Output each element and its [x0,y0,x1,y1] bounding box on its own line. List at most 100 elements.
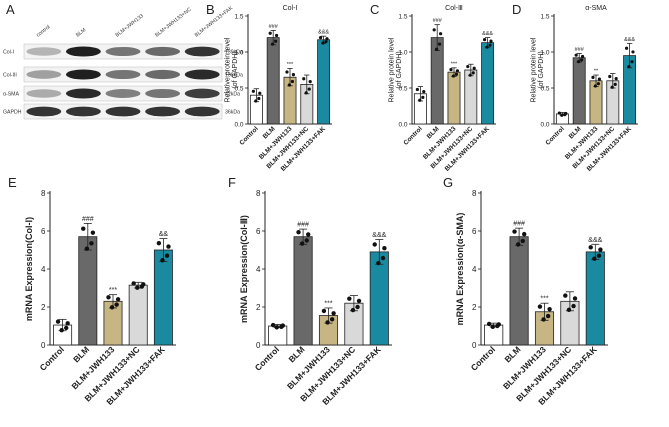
data-point [280,323,286,328]
y-axis-label: mRNA Expression(Col-Ⅲ) [239,215,249,323]
significance-label: ### [433,18,443,24]
significance-label: &&& [588,237,602,244]
y-axis-label: Relative protein level(of GAPDH) [224,37,239,102]
data-point [285,70,289,74]
y-tick-label: 2 [256,303,261,312]
y-tick-label: 0.5 [398,85,407,92]
category-label: Control [239,125,260,146]
data-point [422,90,426,94]
category-label: BLM [568,125,583,140]
bar [128,284,148,346]
data-point [90,230,96,235]
significance-label: *** [287,62,294,68]
data-point [106,295,111,300]
panel-letter-e: E [8,175,17,190]
data-point [347,296,352,301]
data-point [591,75,595,79]
data-point [325,320,330,325]
category-label: BLM [286,344,306,364]
data-point [572,296,578,301]
data-point [302,77,306,81]
chart-title: α-SMA [585,5,607,12]
data-point [372,242,377,247]
y-axis-label-line: Relative protein level [530,37,537,102]
data-point [81,226,86,231]
bar [585,251,605,346]
blot-protein-label: Col-I [3,50,14,56]
panel-letter-d: D [512,2,521,17]
data-point [471,71,475,75]
blot-band [65,88,101,99]
y-tick-label: 0.0 [398,121,407,128]
bar [78,236,98,346]
y-tick-label: 1.0 [540,49,549,56]
blot-protein-label: α-SMA [3,92,20,98]
bar [464,69,478,125]
data-point [382,245,387,251]
data-point [466,64,470,69]
blot-size-label: 139kDa [225,50,243,56]
y-tick-label: 8 [472,189,477,198]
y-tick-label: 0 [41,341,46,350]
data-point [580,54,585,59]
significance-label: &&& [372,232,386,239]
blot-band [184,88,220,99]
bar [369,251,389,346]
blot-band [145,88,181,99]
y-tick-label: 2 [472,303,477,312]
data-point [324,39,328,44]
blot-size-label: 36kDa [225,110,240,116]
data-point [490,324,495,329]
blot-band [26,106,62,117]
data-point [574,53,578,57]
panel-letter-g: G [443,175,453,190]
significance-label: *** [324,300,332,307]
blot-size-label: 42kDa [225,92,240,98]
data-point [613,82,617,86]
data-point [515,242,521,247]
bar [266,37,280,125]
data-point [270,322,276,328]
data-point [482,38,487,42]
significance-label: ### [269,24,279,30]
data-point [592,256,597,261]
blot-band [105,46,141,57]
data-point [274,39,278,43]
data-point [580,58,584,62]
data-point [564,111,568,116]
data-point [114,302,119,307]
data-point [520,238,525,244]
y-axis-label-line: (of GAPDH) [396,51,403,88]
y-tick-label: 0.5 [540,85,549,92]
data-point [438,32,443,36]
data-point [512,229,517,234]
data-point [576,60,581,64]
data-point [325,37,329,41]
data-point [560,113,564,117]
blot-band [184,106,220,117]
y-tick-label: 1.5 [398,13,407,20]
data-point [541,317,546,322]
significance-label: *** [540,296,548,303]
y-tick-label: 0 [472,341,477,350]
data-point [166,244,171,249]
y-tick-label: 6 [472,227,477,236]
blot-band [105,106,141,117]
data-point [115,297,121,302]
chart-title: Col-Ⅲ [445,5,463,12]
data-point [355,304,360,310]
data-point [376,260,381,266]
data-point [468,73,472,77]
y-axis-label-line: (of GAPDH) [538,51,545,88]
data-point [258,91,262,95]
data-point [545,313,551,319]
data-point [608,74,612,79]
panel-letter-a: A [6,2,15,17]
y-tick-label: 0.5 [234,85,243,92]
y-tick-label: 1.5 [234,13,243,20]
chart-col-iii-protein: 0.0 0.5 1.0 1.5 Relative protein level(of GA… [388,5,496,173]
blot-lane-label: BLM+JWH133 [115,13,145,38]
data-point [489,39,493,43]
